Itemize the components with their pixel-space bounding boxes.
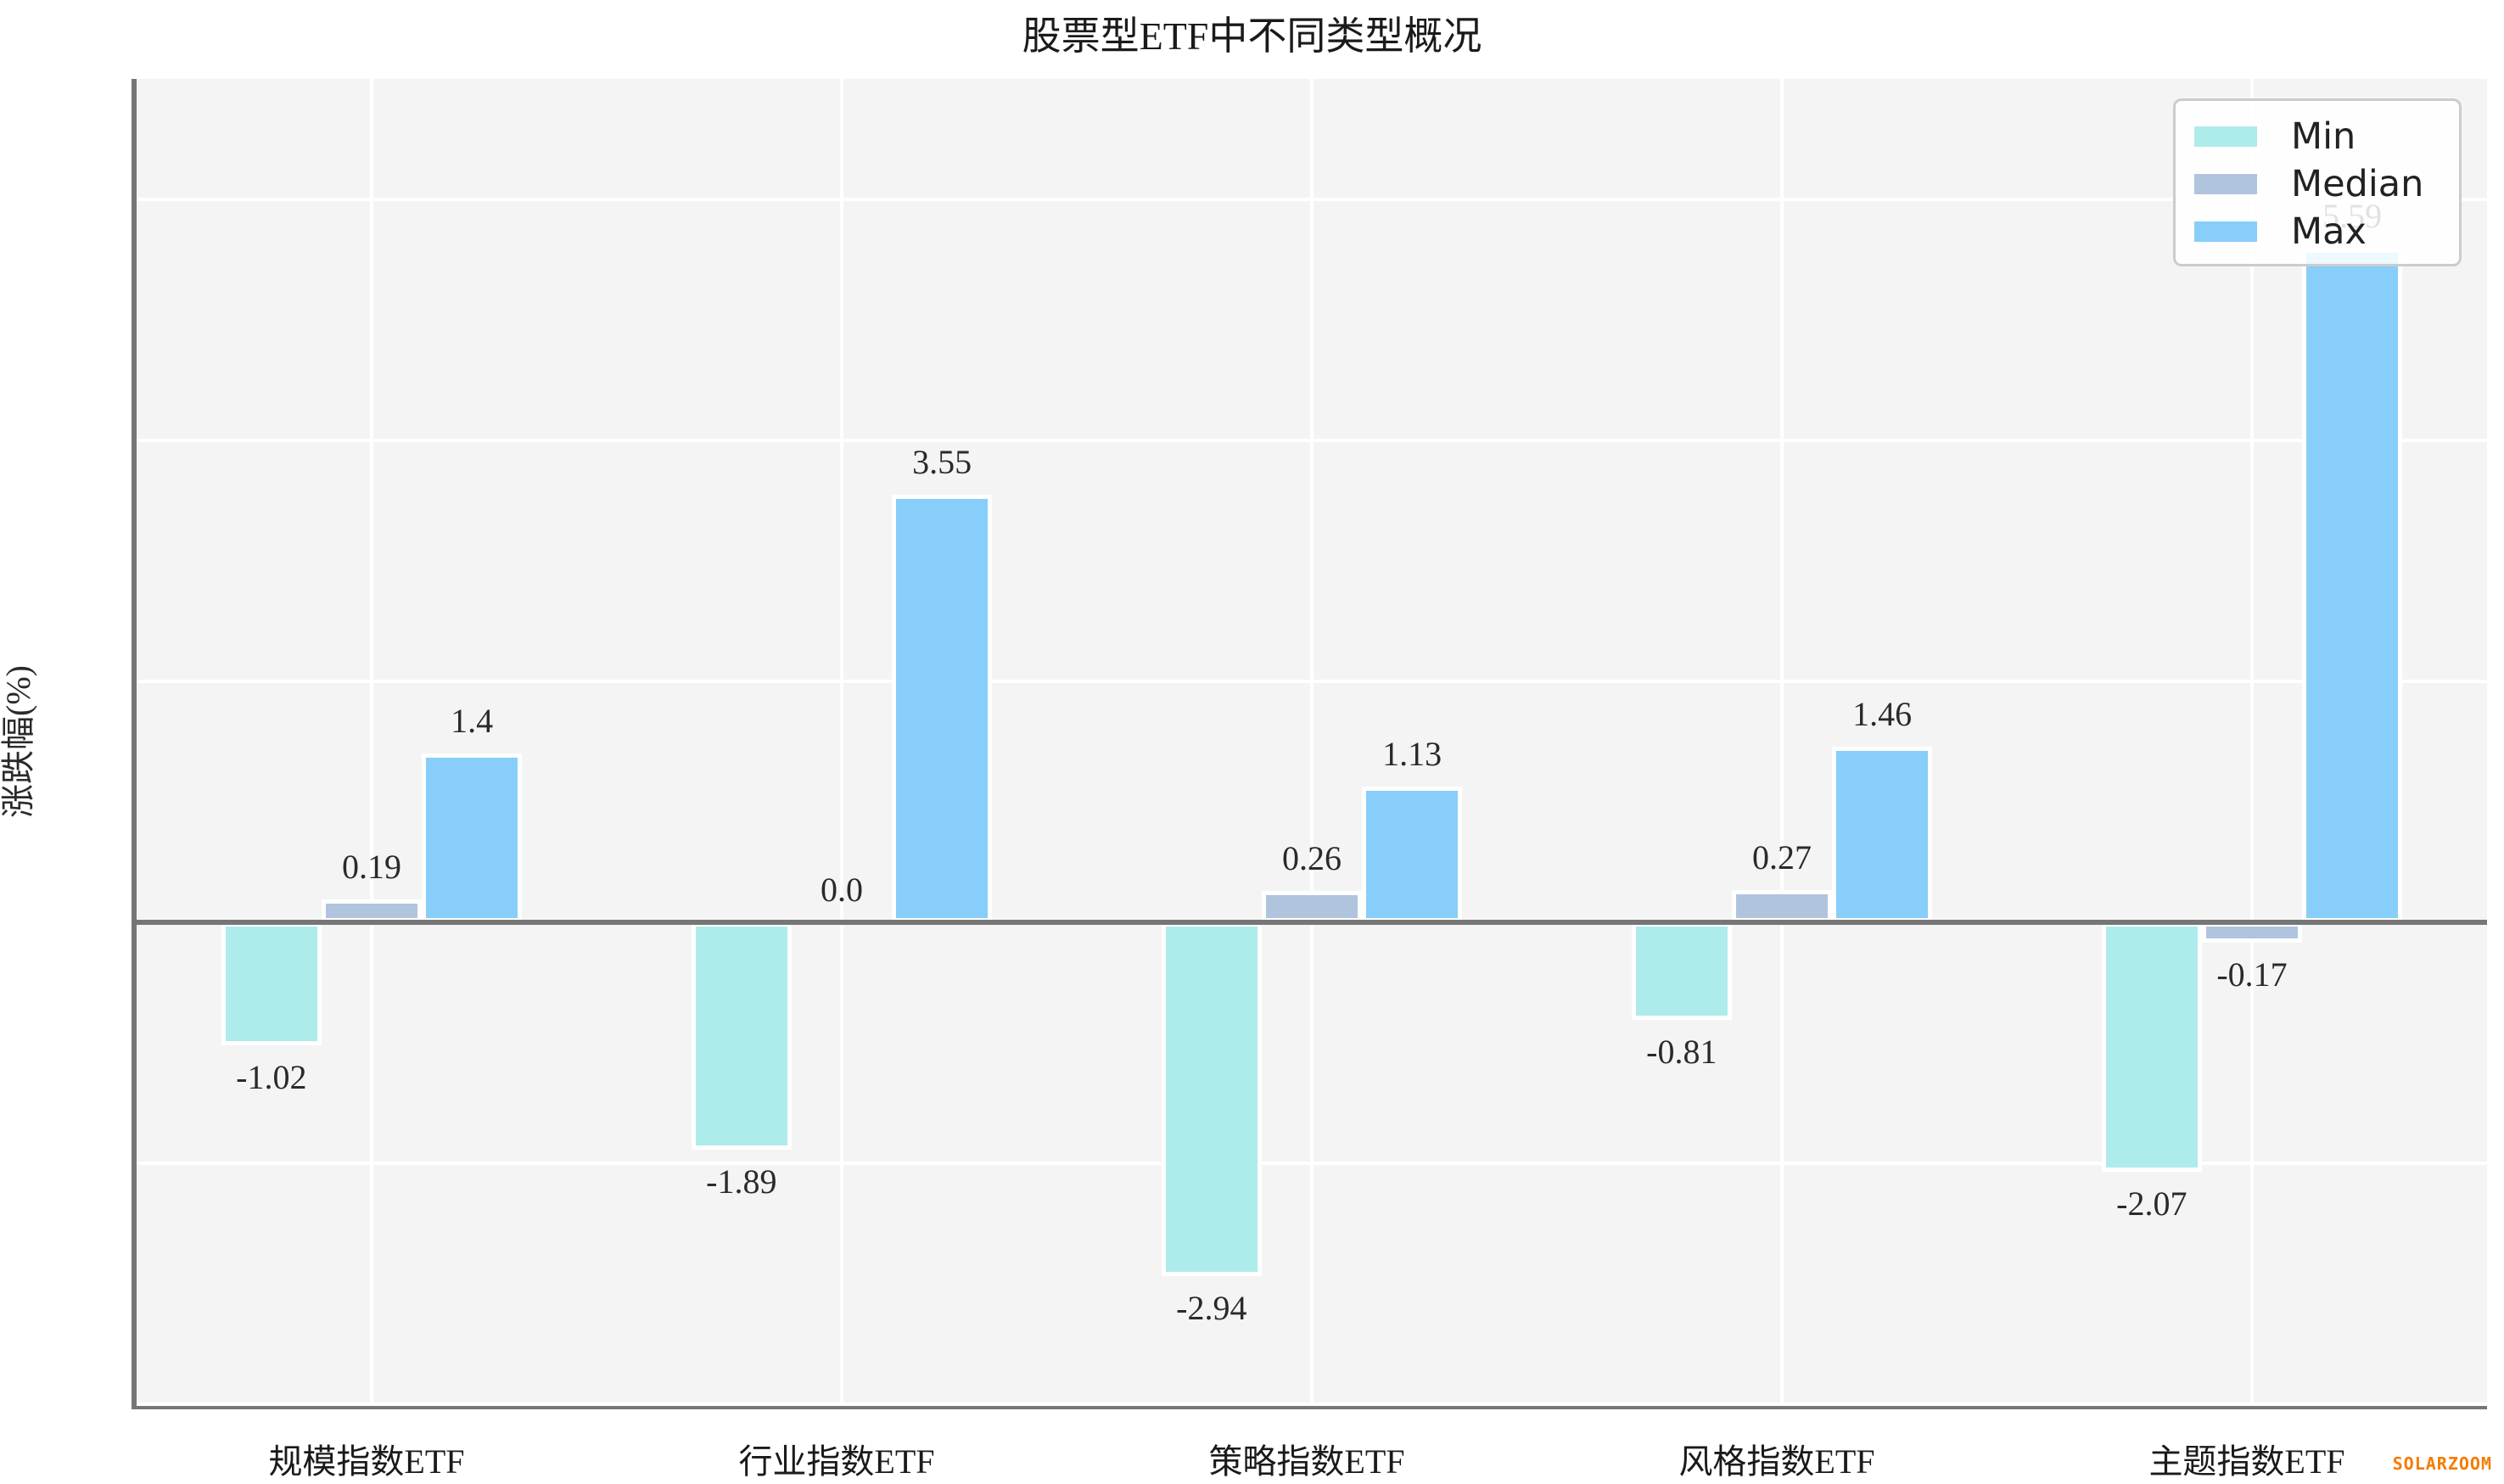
bar-value-label: 1.4 (451, 702, 494, 741)
watermark: SOLARZOOM (2392, 1453, 2492, 1474)
bar-min[interactable] (221, 922, 322, 1045)
y-axis-label: 涨跌幅(%) (0, 665, 37, 818)
legend-item-max[interactable]: Max (2191, 208, 2444, 255)
bar-max[interactable] (1362, 786, 1463, 922)
bar-value-label: 0.27 (1752, 837, 1812, 876)
bar-value-label: 1.13 (1382, 734, 1442, 773)
bar-value-label: -1.89 (706, 1162, 777, 1201)
legend-item-min[interactable]: Min (2191, 113, 2444, 160)
bar-value-label: -0.81 (1646, 1033, 1717, 1072)
bar-value-label: -1.02 (236, 1057, 307, 1096)
bar-min[interactable] (1161, 922, 1262, 1277)
legend-label-median: Median (2291, 162, 2424, 205)
bar-max[interactable] (422, 753, 523, 922)
chart-title: 股票型ETF中不同类型概况 (1022, 14, 1482, 58)
zero-baseline (137, 920, 2487, 925)
grid-line-vertical (840, 79, 843, 1404)
bar-median[interactable] (1731, 889, 1833, 922)
bar-min[interactable] (1631, 922, 1732, 1021)
bar-max[interactable] (1832, 746, 1933, 922)
grid-line-horizontal (137, 1403, 2487, 1406)
bar-min[interactable] (2101, 922, 2202, 1172)
bar-value-label: -2.07 (2116, 1184, 2187, 1223)
bar-value-label: 1.46 (1852, 694, 1913, 733)
bar-value-label: 0.26 (1282, 839, 1342, 878)
x-axis-tick-label: 策略指数ETF (1208, 1442, 1405, 1481)
x-axis-tick-label: 规模指数ETF (268, 1442, 465, 1481)
bar-max[interactable] (2302, 249, 2403, 922)
legend-swatch-min (2191, 123, 2260, 150)
bar-value-label: 0.19 (342, 848, 401, 887)
bar-median[interactable] (1261, 891, 1363, 922)
plot-area: -1.02 0.19 1.4 -1.89 0.0 3.55 -2.94 0.26 1.13 -0.… (132, 79, 2487, 1409)
legend-swatch-median (2191, 171, 2260, 198)
x-axis-tick-label: 主题指数ETF (2148, 1442, 2345, 1481)
bar-value-label: 3.55 (912, 442, 972, 481)
bar-median[interactable] (2201, 922, 2303, 944)
grid-line-vertical (1780, 79, 1784, 1404)
chart-legend: Min Median Max (2173, 98, 2462, 266)
grid-line-vertical (370, 79, 373, 1404)
legend-item-median[interactable]: Median (2191, 160, 2444, 208)
grid-line-vertical (2250, 79, 2254, 1404)
grid-line-vertical (1310, 79, 1314, 1404)
legend-label-max: Max (2291, 210, 2367, 253)
legend-swatch-max (2191, 218, 2260, 245)
bar-median[interactable] (321, 899, 423, 922)
bar-value-label: -0.17 (2216, 955, 2288, 994)
legend-label-min: Min (2291, 115, 2356, 158)
x-axis-tick-label: 行业指数ETF (738, 1442, 935, 1481)
plot-inner: -1.02 0.19 1.4 -1.89 0.0 3.55 -2.94 0.26 1.13 -0.… (137, 79, 2487, 1406)
x-axis-tick-label: 风格指数ETF (1678, 1442, 1875, 1481)
bar-min[interactable] (691, 922, 792, 1151)
bar-value-label: -2.94 (1176, 1289, 1247, 1328)
bar-max[interactable] (892, 494, 993, 922)
bar-value-label: 0.0 (821, 871, 863, 909)
